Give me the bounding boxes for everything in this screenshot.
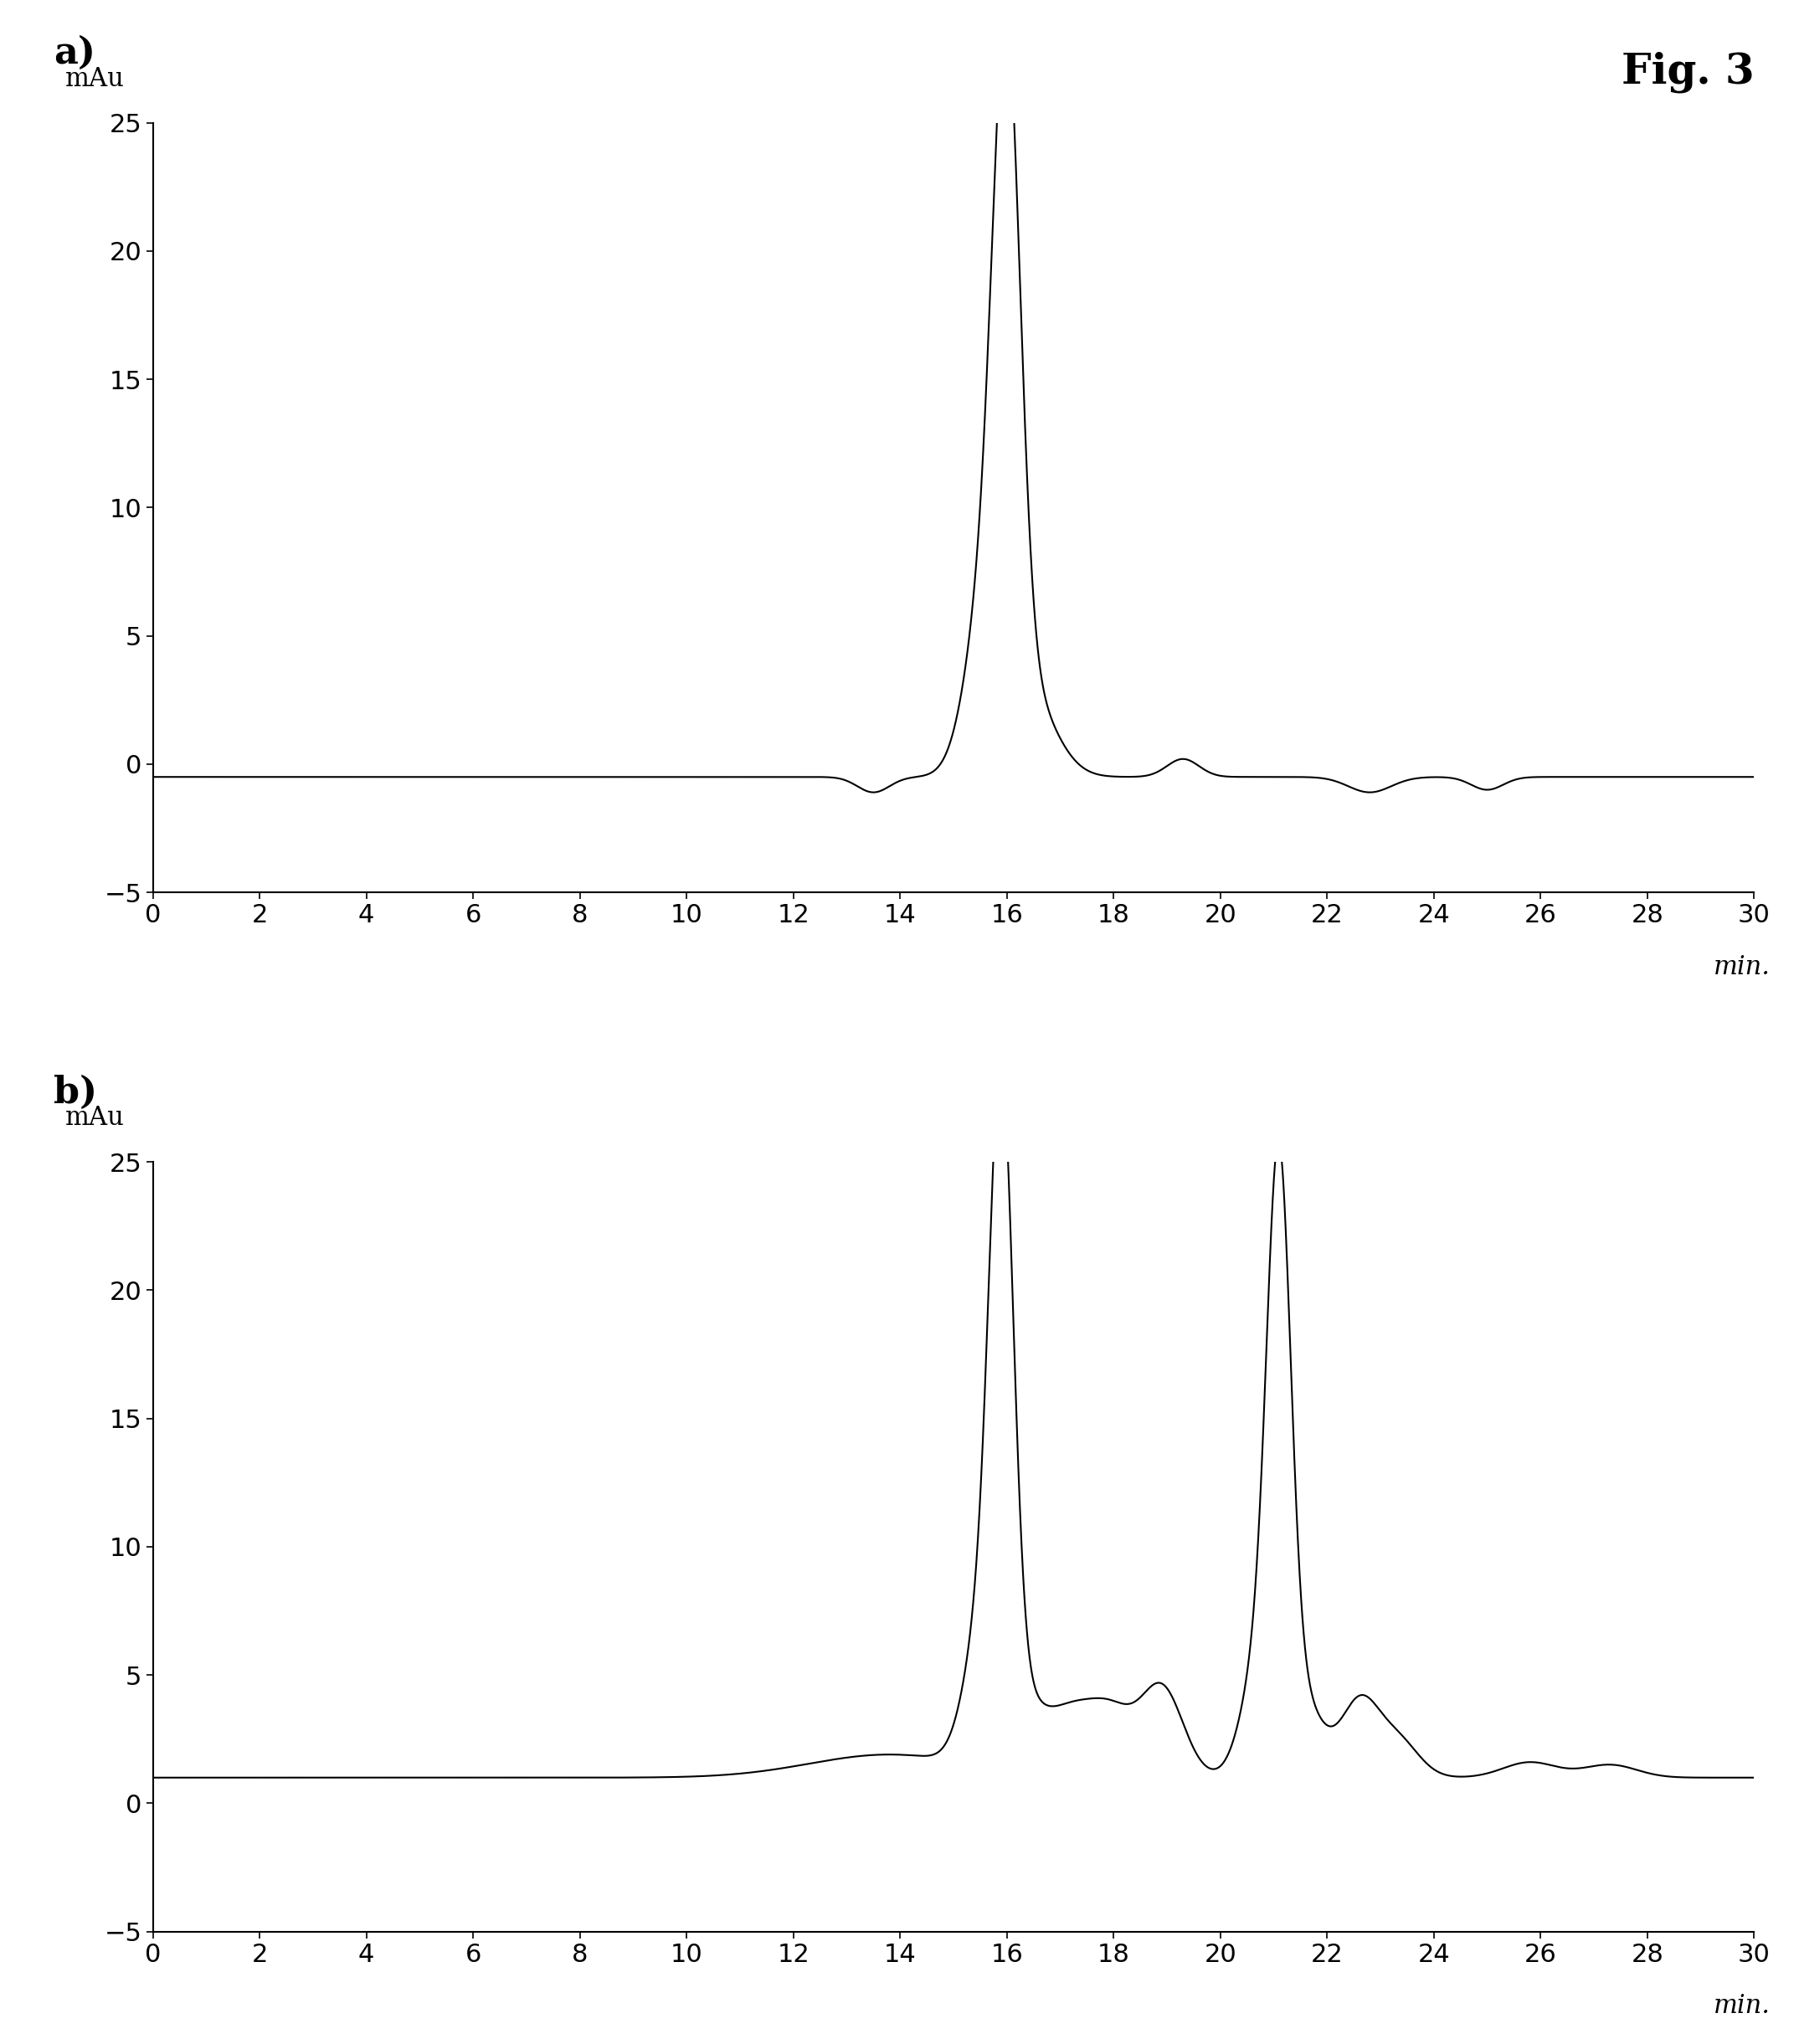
Text: mAu: mAu (65, 65, 124, 92)
Text: mAu: mAu (65, 1106, 124, 1130)
Text: Fig. 3: Fig. 3 (1621, 51, 1754, 92)
Text: b): b) (54, 1075, 97, 1110)
Text: a): a) (54, 35, 95, 72)
Text: min.: min. (1713, 1993, 1770, 2019)
Text: min.: min. (1713, 955, 1770, 979)
